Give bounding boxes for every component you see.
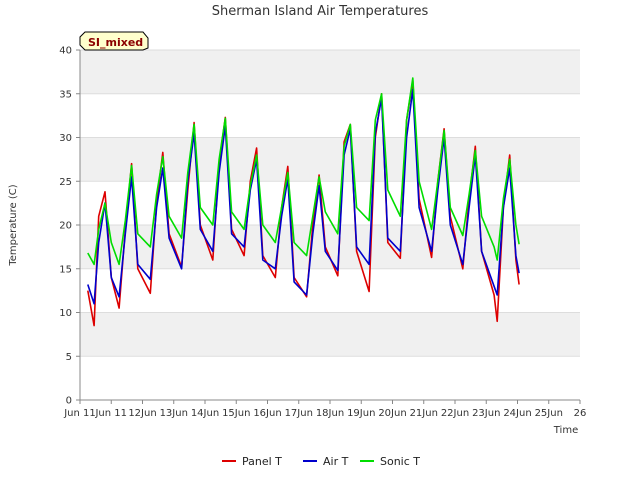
y-tick-label: 15 (59, 264, 72, 275)
x-tick-label: 13Jun (160, 408, 188, 419)
y-tick-label: 5 (66, 352, 72, 363)
y-tick-label: 25 (59, 177, 72, 188)
y-axis-title: Temperature (C) (8, 184, 19, 266)
x-tick-label: 16Jun (253, 408, 281, 419)
series-line-air-t (87, 88, 520, 305)
site-badge: SI_mixed (79, 31, 149, 51)
shaded-band-3 (80, 50, 580, 94)
x-tick-label: 14Jun (191, 408, 219, 419)
site-badge-label: SI_mixed (88, 36, 143, 49)
y-tick-label: 10 (59, 308, 72, 319)
legend-label-0: Panel T (242, 455, 282, 468)
legend-label-2: Sonic T (380, 455, 420, 468)
x-tick-label: 19Jun (347, 408, 375, 419)
y-tick-label: 35 (59, 89, 72, 100)
x-tick-label: Jun 11 (63, 408, 96, 419)
x-tick-label: 24Jun (503, 408, 531, 419)
x-axis-title: Time (553, 425, 578, 436)
y-tick-label: 40 (59, 46, 72, 57)
shaded-band-2 (80, 137, 580, 182)
x-tick-label: 15Jun (222, 408, 250, 419)
x-tick-label: 26 (574, 408, 587, 419)
x-tick-label: 18Jun (316, 408, 344, 419)
series-line-sonic-t (87, 77, 520, 266)
x-tick-label: Jun 11 (94, 408, 127, 419)
x-tick-label: 20Jun (378, 408, 406, 419)
x-tick-label: 23Jun (472, 408, 500, 419)
legend-label-1: Air T (323, 455, 349, 468)
site-badge-box (79, 31, 149, 51)
shaded-band-1 (80, 225, 580, 269)
chart-title: Sherman Island Air Temperatures (212, 4, 429, 19)
x-tick-label: 17Jun (285, 408, 313, 419)
x-tick-label: 22Jun (441, 408, 469, 419)
legend: Panel T Air T Sonic T (222, 455, 420, 468)
y-tick-label: 30 (59, 133, 72, 144)
x-tick-label: 25Jun (535, 408, 563, 419)
x-tick-label: 12Jun (128, 408, 156, 419)
y-tick-label: 20 (59, 221, 72, 232)
shaded-band-0 (80, 312, 580, 357)
x-tick-label: 21Jun (410, 408, 438, 419)
y-tick-label: 0 (66, 396, 72, 407)
